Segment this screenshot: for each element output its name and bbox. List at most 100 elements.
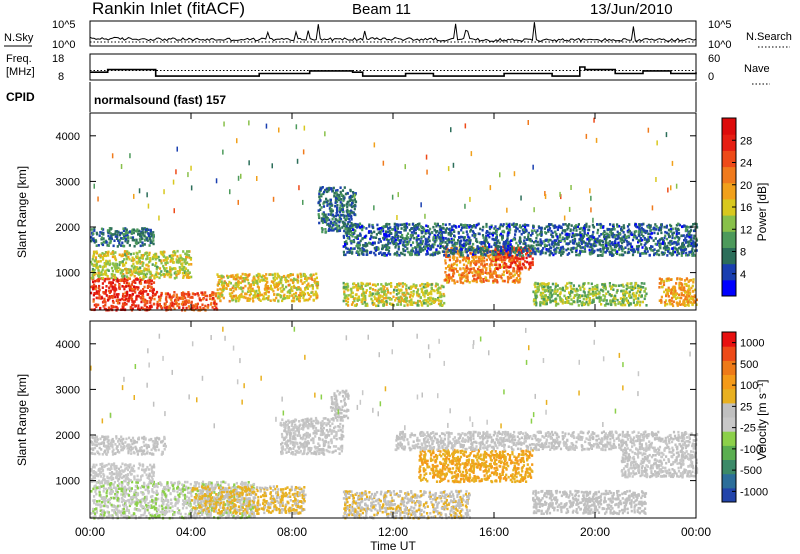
data-cell (486, 254, 489, 258)
data-cell (345, 296, 348, 300)
data-cell (292, 284, 296, 288)
data-cell (492, 259, 495, 263)
data-cell (670, 299, 673, 303)
data-cell (152, 239, 155, 242)
data-cell (397, 224, 400, 228)
data-cell (453, 256, 456, 259)
data-cell (394, 232, 397, 236)
data-cell (537, 290, 540, 293)
data-cell (396, 250, 399, 254)
data-cell (374, 292, 377, 296)
data-cell (507, 249, 510, 253)
data-cell (150, 279, 153, 283)
data-cell (345, 202, 349, 206)
data-cell (476, 270, 479, 274)
data-cell (627, 247, 630, 251)
data-cell (554, 304, 558, 307)
data-cell (124, 238, 128, 241)
data-cell (537, 250, 540, 253)
data-cell (113, 265, 116, 268)
data-cell (493, 269, 496, 273)
data-cell (399, 231, 402, 234)
data-cell (478, 241, 481, 244)
data-cell (658, 282, 661, 285)
data-cell (128, 230, 132, 233)
data-cell (465, 256, 469, 259)
freq-left-tick-top: 18 (52, 53, 64, 65)
data-cell (148, 281, 151, 285)
data-cell (233, 276, 236, 280)
data-cell (653, 226, 656, 230)
data-cell (425, 229, 428, 233)
data-cell (569, 302, 572, 306)
data-cell (123, 281, 126, 284)
data-cell (512, 248, 515, 251)
data-cell (441, 285, 444, 288)
data-cell (115, 269, 118, 272)
data-cell (638, 303, 642, 307)
data-cell (320, 187, 323, 190)
data-cell (525, 223, 528, 227)
data-cell (272, 289, 275, 293)
freq-left-tick-bottom: 8 (58, 71, 64, 83)
data-cell (240, 277, 243, 280)
data-cell (634, 284, 637, 288)
data-cell (141, 264, 144, 267)
data-cell (273, 278, 276, 282)
data-cell (544, 283, 547, 286)
data-cell (424, 237, 427, 241)
data-cell (152, 231, 155, 234)
data-cell (115, 288, 118, 291)
data-cell (113, 239, 116, 242)
data-cell (467, 242, 470, 246)
data-cell (153, 255, 156, 259)
data-cell (540, 228, 543, 232)
data-cell (212, 293, 215, 297)
data-cell (572, 287, 575, 291)
data-cell (646, 230, 649, 233)
data-cell (104, 269, 107, 273)
data-cell (467, 261, 470, 265)
data-cell (615, 234, 618, 237)
data-cell (303, 281, 306, 284)
data-cell (173, 302, 176, 306)
data-cell (588, 248, 591, 252)
data-cell (341, 189, 345, 192)
data-cell (170, 304, 173, 307)
data-cell (494, 248, 497, 252)
data-cell (671, 236, 674, 240)
data-cell (451, 267, 454, 270)
data-cell (545, 225, 548, 229)
data-cell (541, 242, 544, 245)
data-cell (187, 291, 190, 294)
data-cell (490, 274, 493, 277)
data-cell (364, 298, 367, 302)
data-cell (482, 278, 485, 281)
data-cell (248, 284, 251, 287)
data-cell (94, 258, 97, 261)
data-cell (97, 292, 100, 295)
data-cell (604, 304, 607, 307)
data-cell (474, 270, 477, 273)
data-cell (130, 273, 133, 277)
data-cell (338, 207, 341, 210)
data-cell (507, 253, 510, 257)
data-cell (404, 228, 407, 232)
data-cell (610, 233, 613, 237)
data-cell (676, 296, 679, 299)
data-cell (371, 292, 374, 296)
data-cell (239, 277, 242, 280)
data-cell (346, 283, 349, 286)
data-cell (442, 231, 445, 234)
data-cell (129, 307, 132, 311)
data-cell (474, 260, 478, 263)
data-cell (177, 298, 180, 302)
data-cell (255, 289, 258, 293)
data-cell (571, 232, 574, 235)
data-cell (328, 186, 331, 190)
data-cell (136, 271, 139, 275)
data-cell (417, 294, 420, 298)
data-cell (691, 252, 694, 255)
data-cell (270, 280, 273, 283)
data-cell (551, 282, 554, 286)
